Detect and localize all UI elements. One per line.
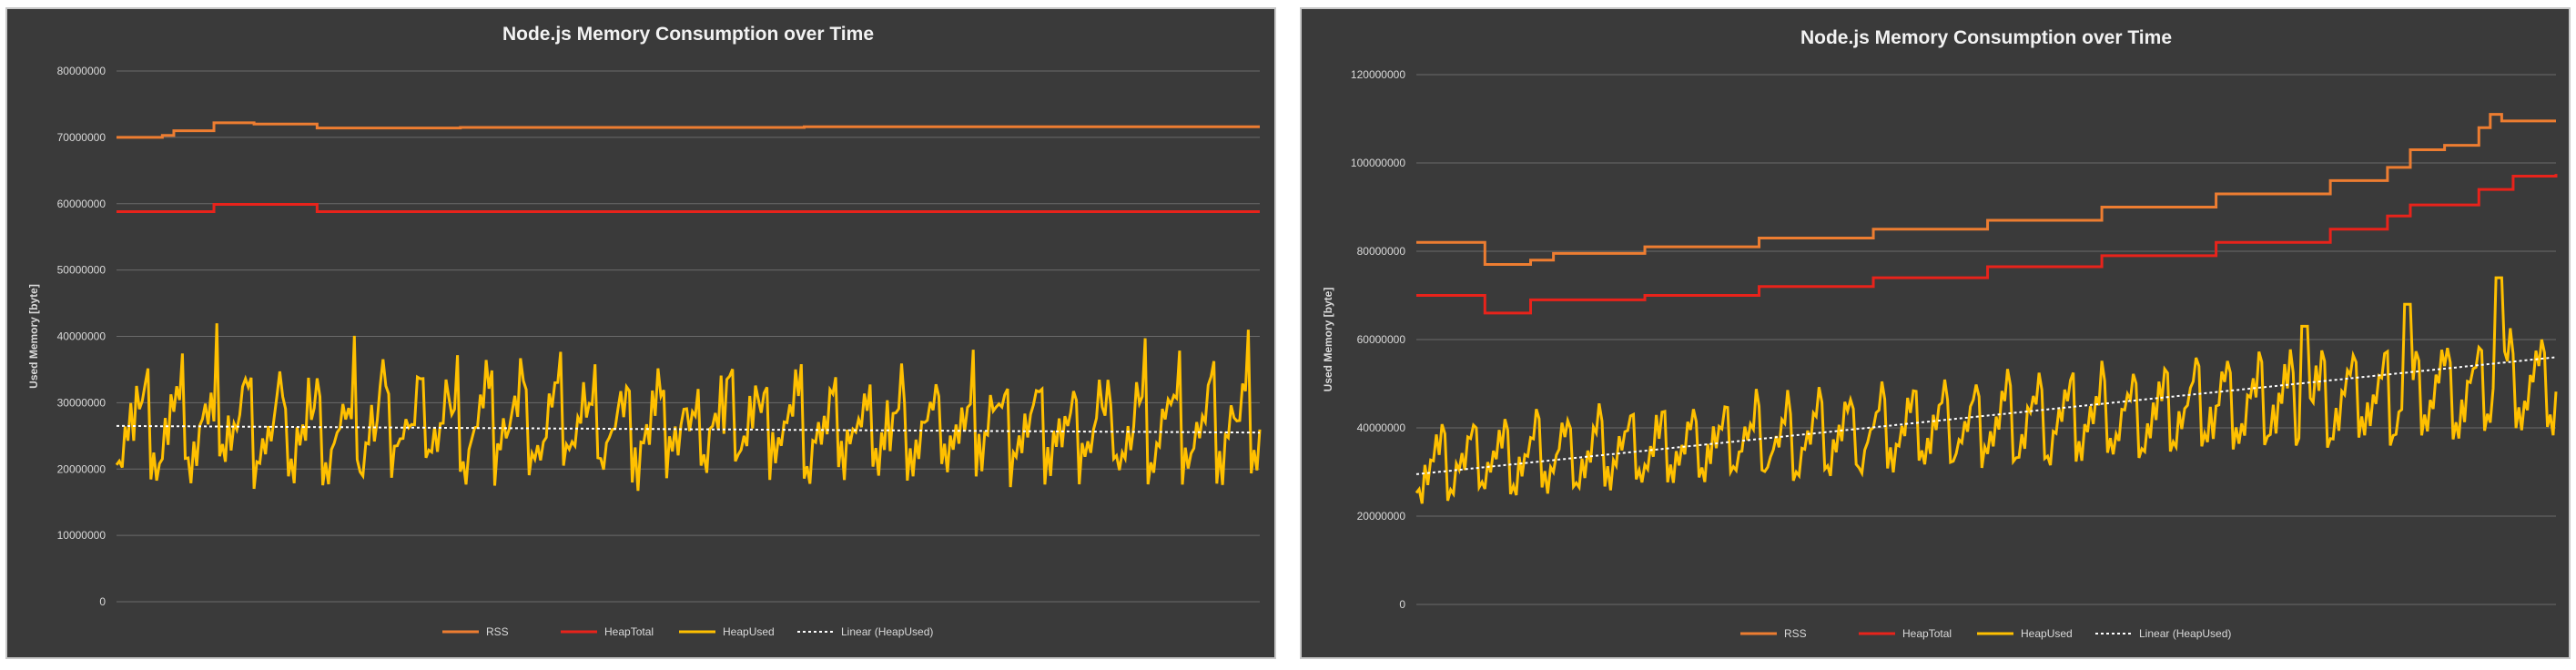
memory-chart-2: Node.js Memory Consumption over Time 0 200… — [1322, 27, 2558, 640]
legend-item: HeapTotal — [1859, 627, 1952, 640]
series-line-heapused — [1415, 276, 2558, 504]
legend-item: Linear (HeapUsed) — [2095, 627, 2231, 640]
y-tick-label: 80000000 — [57, 65, 106, 77]
series-line-heapused — [115, 323, 1262, 492]
y-tick-label: 10000000 — [57, 529, 106, 542]
chart-panel-2: Node.js Memory Consumption over Time 0 200… — [1300, 7, 2571, 659]
y-tick-label: 60000000 — [1357, 333, 1406, 346]
memory-chart-1: Node.js Memory Consumption over Time 0 100… — [27, 24, 1262, 638]
y-tick-label: 20000000 — [57, 462, 106, 475]
y-tick-label: 100000000 — [1351, 157, 1405, 169]
legend-label: Linear (HeapUsed) — [2139, 627, 2231, 640]
series-line-rss — [117, 121, 1260, 139]
y-axis-title: Used Memory [byte] — [27, 284, 40, 389]
chart-title: Node.js Memory Consumption over Time — [502, 24, 874, 45]
legend-label: Linear (HeapUsed) — [841, 625, 933, 638]
series-line-heaptotal — [1416, 174, 2558, 315]
y-tick-label: 80000000 — [1357, 245, 1406, 258]
legend-item: Linear (HeapUsed) — [797, 625, 933, 638]
y-tick-label: 0 — [99, 595, 106, 608]
legend-label: HeapUsed — [2021, 627, 2073, 640]
legend-label: HeapTotal — [604, 625, 654, 638]
y-tick-label: 20000000 — [1357, 510, 1406, 523]
y-axis-title: Used Memory [byte] — [1322, 288, 1334, 392]
series-line-rss — [1416, 113, 2556, 267]
series-line-heaptotal — [117, 202, 1260, 213]
chart-title: Node.js Memory Consumption over Time — [1800, 27, 2172, 48]
legend-label: HeapTotal — [1902, 627, 1952, 640]
y-tick-label: 0 — [1399, 598, 1405, 611]
chart-panel-1: Node.js Memory Consumption over Time 0 100… — [5, 7, 1276, 659]
legend-item: HeapTotal — [561, 625, 654, 638]
y-tick-label: 120000000 — [1351, 68, 1405, 81]
y-tick-label: 60000000 — [57, 198, 106, 210]
legend-item: RSS — [442, 625, 509, 638]
y-tick-label: 50000000 — [57, 264, 106, 277]
legend-item: HeapUsed — [679, 625, 775, 638]
legend-item: RSS — [1740, 627, 1807, 640]
legend-label: HeapUsed — [723, 625, 775, 638]
legend-item: HeapUsed — [1977, 627, 2073, 640]
series-line-linear-heapused — [1415, 356, 2557, 475]
y-tick-label: 30000000 — [57, 396, 106, 409]
legend-label: RSS — [486, 625, 509, 638]
series-line-linear-heapused — [117, 424, 1260, 434]
legend-label: RSS — [1784, 627, 1807, 640]
y-tick-label: 40000000 — [1357, 421, 1406, 434]
y-tick-label: 40000000 — [57, 330, 106, 343]
y-tick-label: 70000000 — [57, 131, 106, 144]
